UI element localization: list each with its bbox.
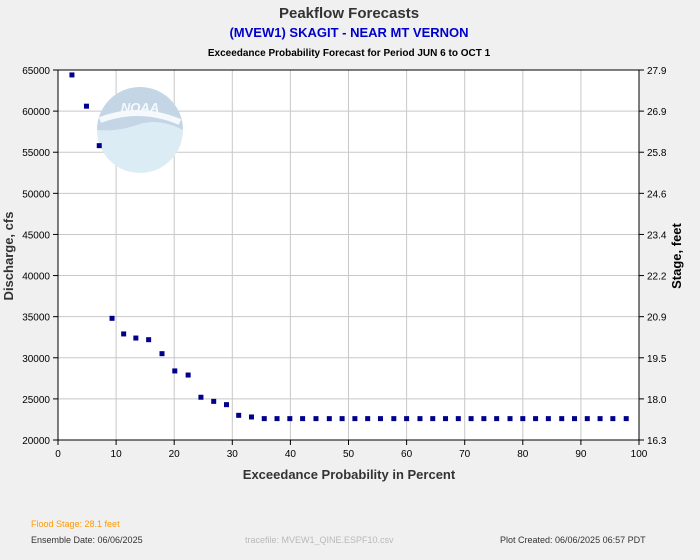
- data-point: [313, 416, 319, 422]
- data-point: [494, 416, 500, 422]
- x-tick-label: 0: [55, 449, 61, 460]
- data-point: [159, 351, 165, 357]
- data-point: [559, 416, 565, 422]
- data-point: [623, 416, 629, 422]
- data-point: [300, 416, 306, 422]
- data-point: [377, 416, 383, 422]
- data-point: [146, 337, 152, 343]
- x-tick-label: 90: [575, 449, 587, 460]
- x-tick-label: 30: [227, 449, 239, 460]
- data-point: [468, 416, 474, 422]
- data-point: [287, 416, 293, 422]
- y-axis-right-label: Stage, feet: [669, 222, 684, 288]
- data-point: [610, 416, 616, 422]
- data-point: [520, 416, 526, 422]
- data-point: [391, 416, 397, 422]
- data-point: [572, 416, 578, 422]
- data-point: [481, 416, 487, 422]
- x-tick-label: 60: [401, 449, 413, 460]
- y-right-tick-label: 26.9: [647, 107, 667, 118]
- y-right-tick-label: 25.8: [647, 148, 667, 159]
- data-point: [236, 412, 242, 418]
- data-point: [185, 372, 191, 378]
- y-tick-label: 55000: [22, 148, 50, 159]
- y-right-tick-label: 16.3: [647, 436, 667, 447]
- data-point: [584, 416, 590, 422]
- y-tick-label: 30000: [22, 354, 50, 365]
- data-point: [597, 416, 603, 422]
- data-point: [326, 416, 332, 422]
- data-point: [69, 72, 75, 78]
- data-point: [533, 416, 539, 422]
- x-axis-label: Exceedance Probability in Percent: [243, 467, 456, 482]
- flood-stage-label: Flood Stage: 28.1 feet: [31, 519, 120, 529]
- x-tick-label: 40: [285, 449, 297, 460]
- y-tick-label: 35000: [22, 313, 50, 324]
- y-tick-label: 25000: [22, 395, 50, 406]
- data-point: [83, 103, 89, 109]
- chart-subtitle: (MVEW1) SKAGIT - NEAR MT VERNON: [229, 25, 468, 40]
- data-point: [443, 416, 449, 422]
- y-tick-label: 20000: [22, 436, 50, 447]
- data-point: [172, 368, 178, 374]
- y-right-tick-label: 23.4: [647, 230, 667, 241]
- y-tick-label: 50000: [22, 189, 50, 200]
- data-point: [352, 416, 358, 422]
- y-right-tick-label: 18.0: [647, 395, 667, 406]
- noaa-logo: NOAA: [97, 87, 183, 173]
- data-point: [133, 335, 139, 341]
- data-point: [198, 394, 204, 400]
- data-point: [274, 416, 280, 422]
- data-point: [507, 416, 513, 422]
- x-tick-label: 20: [169, 449, 181, 460]
- y-tick-label: 60000: [22, 107, 50, 118]
- y-tick-label: 45000: [22, 230, 50, 241]
- data-point: [339, 416, 345, 422]
- x-tick-label: 70: [459, 449, 471, 460]
- data-point: [261, 416, 267, 422]
- x-tick-label: 50: [343, 449, 355, 460]
- data-point: [248, 414, 254, 420]
- y-right-tick-label: 19.5: [647, 354, 667, 365]
- plot-created-label: Plot Created: 06/06/2025 06:57 PDT: [500, 535, 646, 545]
- chart-title: Peakflow Forecasts: [279, 5, 419, 22]
- ensemble-date-label: Ensemble Date: 06/06/2025: [31, 535, 143, 545]
- data-point: [417, 416, 423, 422]
- y-right-tick-label: 20.9: [647, 313, 667, 324]
- data-point: [545, 416, 551, 422]
- y-axis-label: Discharge, cfs: [1, 212, 16, 301]
- data-point: [455, 416, 461, 422]
- x-tick-label: 10: [111, 449, 123, 460]
- data-point: [430, 416, 436, 422]
- data-point: [96, 143, 102, 149]
- x-tick-label: 100: [631, 449, 648, 460]
- y-right-tick-label: 24.6: [647, 189, 667, 200]
- data-point: [109, 315, 115, 321]
- y-tick-label: 40000: [22, 272, 50, 283]
- noaa-logo-text: NOAA: [121, 100, 159, 115]
- tracefile-label: tracefile: MVEW1_QINE.ESPF10.csv: [245, 535, 394, 545]
- data-point: [223, 402, 229, 408]
- chart-subtitle-period: Exceedance Probability Forecast for Peri…: [208, 48, 491, 59]
- y-right-tick-label: 22.2: [647, 272, 667, 283]
- y-right-tick-label: 27.9: [647, 66, 667, 77]
- data-point: [211, 398, 217, 404]
- y-tick-label: 65000: [22, 66, 50, 77]
- data-point: [404, 416, 410, 422]
- data-point: [121, 331, 127, 337]
- x-tick-label: 80: [517, 449, 529, 460]
- data-point: [365, 416, 371, 422]
